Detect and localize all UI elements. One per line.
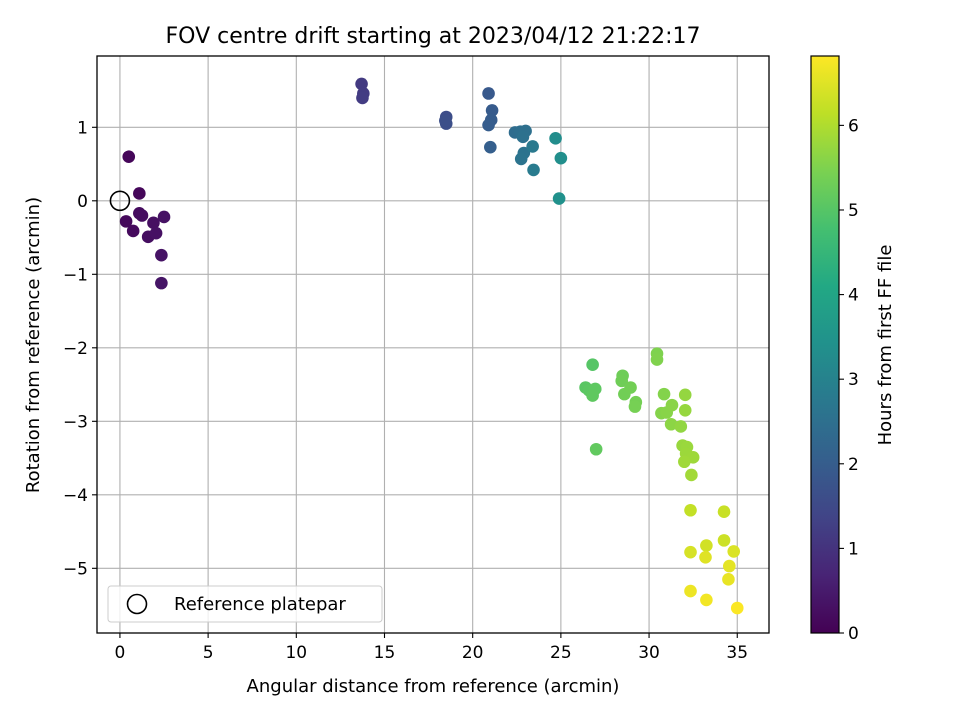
data-point <box>356 91 369 105</box>
x-axis-ticks: 0 5 10 15 20 25 30 35 <box>115 633 748 663</box>
data-point <box>126 224 140 238</box>
grid-lines <box>97 56 769 633</box>
colorbar-ticks: 0 1 2 3 4 5 6 <box>839 116 859 644</box>
data-point <box>516 130 530 144</box>
data-points <box>119 77 744 615</box>
y-tick-label: −4 <box>63 486 88 506</box>
legend: Reference platepar <box>107 585 383 623</box>
x-tick-label: 0 <box>115 643 126 663</box>
colorbar-tick-label: 0 <box>848 624 859 644</box>
x-tick-label: 10 <box>285 643 307 663</box>
data-point <box>514 152 528 166</box>
data-point <box>355 77 368 91</box>
data-point <box>700 539 713 552</box>
colorbar-tick-label: 4 <box>848 286 859 306</box>
data-point <box>122 150 136 163</box>
data-point <box>586 358 599 372</box>
data-point <box>155 248 168 262</box>
y-axis-ticks: −5 −4 −3 −2 −1 0 1 <box>63 118 97 579</box>
data-point <box>684 584 697 598</box>
colorbar-label: Hours from first FF file <box>875 245 896 446</box>
data-point <box>482 118 495 132</box>
legend-marker-icon <box>126 593 148 615</box>
data-point <box>685 468 698 482</box>
data-point <box>133 187 146 200</box>
data-point <box>589 442 603 456</box>
data-point <box>554 151 568 165</box>
legend-entry: Reference platepar <box>174 594 346 615</box>
data-point <box>119 215 133 228</box>
data-point <box>624 381 637 394</box>
plot-frame <box>96 55 770 634</box>
data-point <box>482 87 495 100</box>
data-point <box>717 534 731 547</box>
data-point <box>615 374 629 388</box>
y-tick-label: 0 <box>77 192 88 212</box>
reference-point-marker <box>109 190 131 212</box>
data-point <box>678 388 692 402</box>
x-axis-label: Angular distance from reference (arcmin) <box>247 676 620 697</box>
chart-title: FOV centre drift starting at 2023/04/12 … <box>166 24 701 49</box>
y-tick-label: −1 <box>63 265 88 285</box>
data-point <box>717 505 731 519</box>
y-tick-label: −3 <box>63 412 88 432</box>
data-point <box>727 545 741 558</box>
data-point <box>628 400 642 413</box>
data-point <box>485 104 499 117</box>
data-point <box>730 601 744 615</box>
data-point <box>665 398 679 412</box>
y-tick-label: −2 <box>63 339 88 359</box>
data-point <box>149 226 163 240</box>
data-point <box>552 192 566 205</box>
data-point <box>684 545 697 559</box>
data-point <box>700 593 713 607</box>
data-point <box>674 420 688 433</box>
data-point <box>678 403 692 417</box>
data-point <box>586 389 599 402</box>
colorbar-tick-label: 2 <box>848 455 859 475</box>
y-tick-label: −5 <box>63 559 88 579</box>
x-tick-label: 35 <box>726 643 748 663</box>
data-point <box>527 163 540 177</box>
data-point <box>484 140 497 154</box>
colorbar-tick-label: 5 <box>848 201 859 221</box>
x-tick-label: 5 <box>203 643 214 663</box>
colorbar-tick-label: 1 <box>848 539 859 559</box>
data-point <box>722 573 735 586</box>
y-axis-label: Rotation from reference (arcmin) <box>23 197 44 493</box>
x-tick-label: 20 <box>462 643 484 663</box>
data-point <box>147 216 160 230</box>
x-tick-label: 15 <box>374 643 396 663</box>
x-tick-label: 25 <box>550 643 572 663</box>
data-point <box>157 210 171 224</box>
data-point <box>678 455 691 469</box>
data-point <box>155 276 168 290</box>
data-point <box>526 140 539 153</box>
colorbar-tick-label: 6 <box>848 116 859 136</box>
data-point <box>549 132 562 145</box>
data-point <box>699 550 712 564</box>
legend-box <box>107 585 383 623</box>
data-point <box>684 503 697 517</box>
data-point <box>650 353 664 366</box>
x-tick-label: 30 <box>638 643 660 663</box>
y-tick-label: 1 <box>77 118 88 138</box>
data-point <box>723 559 736 573</box>
data-point <box>439 114 452 127</box>
colorbar <box>810 55 840 634</box>
data-point <box>135 209 149 222</box>
data-point <box>664 417 678 431</box>
colorbar-tick-label: 3 <box>848 370 859 390</box>
data-point <box>657 387 671 401</box>
